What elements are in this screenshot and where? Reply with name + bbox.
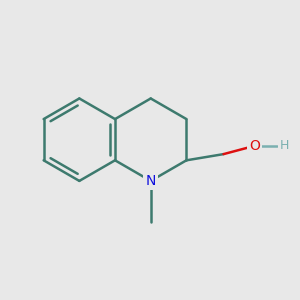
Text: O: O xyxy=(249,139,260,153)
Text: N: N xyxy=(146,174,156,188)
Text: H: H xyxy=(280,140,289,152)
